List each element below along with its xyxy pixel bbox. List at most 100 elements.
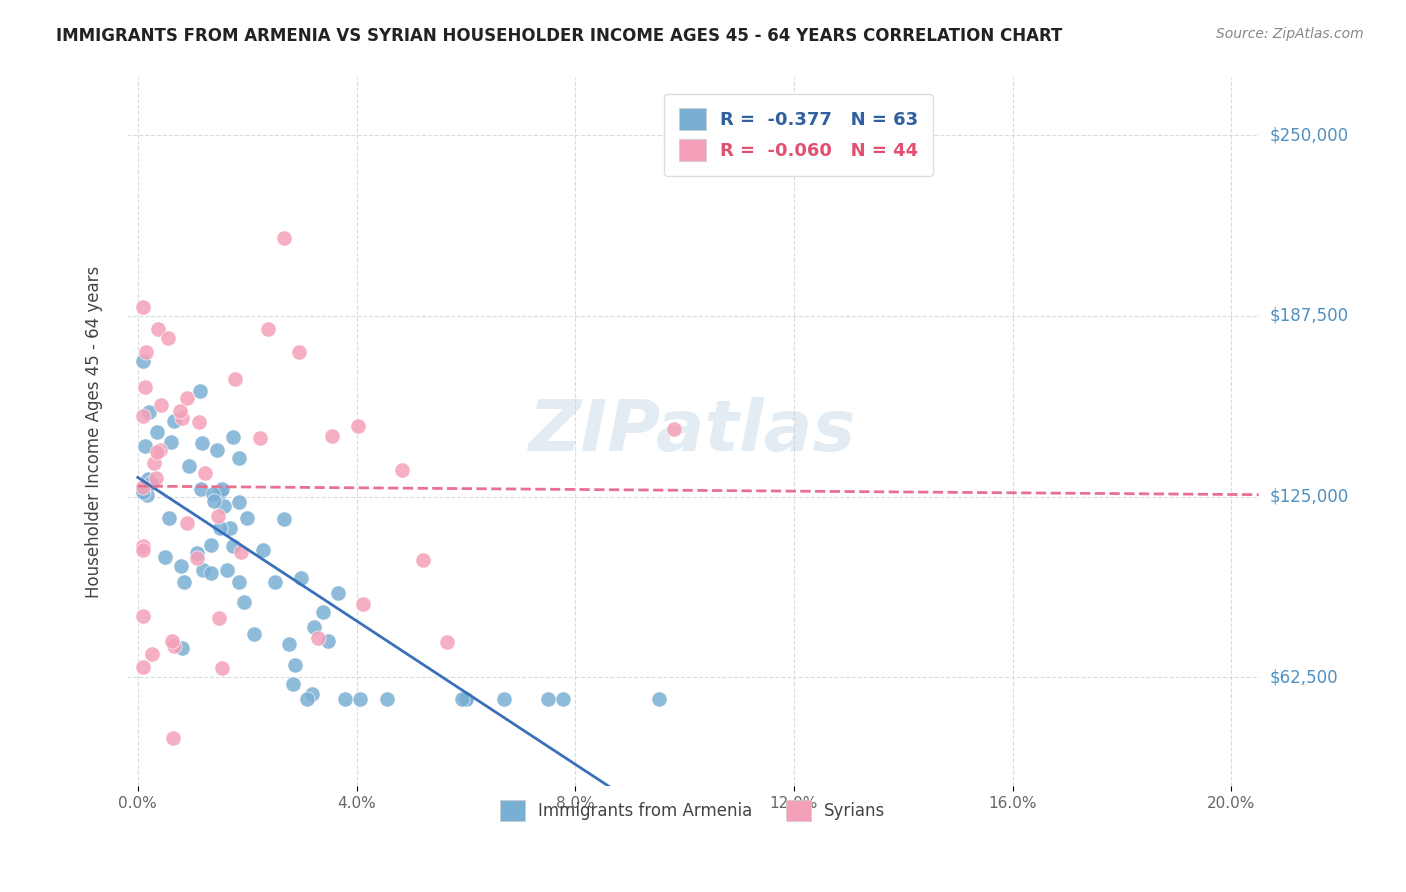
Point (194, 466, 217, 480)
Point (219, 521, 242, 535)
Point (162, 633, 184, 648)
Point (492, 692, 515, 706)
Point (132, 608, 155, 623)
Point (211, 482, 233, 496)
Point (228, 495, 250, 509)
Point (190, 483, 212, 497)
Point (208, 611, 231, 625)
Point (132, 480, 155, 494)
Text: $250,000: $250,000 (1270, 127, 1350, 145)
Point (211, 661, 233, 675)
Point (186, 551, 208, 566)
Text: IMMIGRANTS FROM ARMENIA VS SYRIAN HOUSEHOLDER INCOME AGES 45 - 64 YEARS CORRELAT: IMMIGRANTS FROM ARMENIA VS SYRIAN HOUSEH… (56, 27, 1063, 45)
Point (138, 405, 160, 419)
Point (375, 692, 398, 706)
Point (173, 574, 195, 589)
Point (209, 521, 232, 535)
Point (162, 731, 184, 745)
Point (135, 345, 157, 359)
Point (150, 398, 173, 412)
Point (132, 300, 155, 314)
Point (170, 410, 193, 425)
Point (157, 331, 180, 345)
Point (311, 605, 333, 619)
Point (352, 598, 374, 612)
Point (221, 539, 243, 553)
Point (264, 574, 287, 589)
Point (224, 372, 246, 386)
Text: Source: ZipAtlas.com: Source: ZipAtlas.com (1216, 27, 1364, 41)
Point (307, 631, 329, 645)
Point (232, 595, 254, 609)
Point (132, 543, 155, 558)
Point (146, 322, 169, 336)
Point (176, 516, 198, 530)
Point (222, 430, 245, 444)
Point (187, 415, 209, 429)
Point (257, 322, 280, 336)
Point (391, 463, 413, 477)
Point (326, 586, 349, 600)
Point (146, 445, 169, 459)
Point (134, 440, 156, 454)
Point (149, 443, 172, 458)
Point (132, 409, 155, 424)
Point (153, 549, 176, 564)
Point (200, 566, 222, 580)
Point (333, 692, 356, 706)
Point (186, 545, 208, 559)
Point (169, 403, 191, 417)
Point (170, 640, 193, 655)
Legend: Immigrants from Armenia, Syrians: Immigrants from Armenia, Syrians (486, 787, 898, 834)
Point (159, 434, 181, 449)
Point (193, 563, 215, 577)
Point (179, 459, 201, 474)
Point (302, 620, 325, 634)
Point (157, 511, 180, 525)
Point (295, 692, 318, 706)
Point (288, 344, 311, 359)
Point (139, 475, 162, 490)
Point (162, 414, 184, 428)
Point (436, 634, 458, 648)
Point (273, 512, 295, 526)
Point (176, 391, 198, 405)
Point (201, 487, 224, 501)
Point (537, 692, 560, 706)
Text: ZIPatlas: ZIPatlas (529, 397, 856, 467)
Point (212, 500, 235, 514)
Point (200, 538, 222, 552)
Point (252, 543, 274, 558)
Point (209, 484, 232, 499)
Point (146, 425, 169, 439)
Point (136, 472, 159, 486)
Point (134, 380, 156, 394)
Point (235, 511, 257, 525)
Point (145, 471, 167, 485)
Point (229, 544, 252, 558)
Point (141, 647, 163, 661)
Point (273, 231, 295, 245)
Point (142, 457, 165, 471)
Point (316, 634, 339, 648)
Text: $125,000: $125,000 (1270, 488, 1350, 506)
Point (228, 575, 250, 590)
Point (169, 558, 191, 573)
Point (190, 436, 212, 450)
Point (215, 563, 238, 577)
Point (188, 384, 211, 398)
Point (163, 639, 186, 653)
Point (283, 676, 305, 690)
Point (132, 540, 155, 554)
Point (205, 443, 228, 458)
Point (456, 692, 478, 706)
Point (249, 431, 271, 445)
Point (136, 488, 159, 502)
Text: $62,500: $62,500 (1270, 668, 1339, 686)
Point (228, 451, 250, 466)
Point (290, 571, 312, 585)
Point (662, 422, 685, 436)
Point (207, 508, 229, 523)
Point (301, 687, 323, 701)
Text: $187,500: $187,500 (1270, 307, 1350, 325)
